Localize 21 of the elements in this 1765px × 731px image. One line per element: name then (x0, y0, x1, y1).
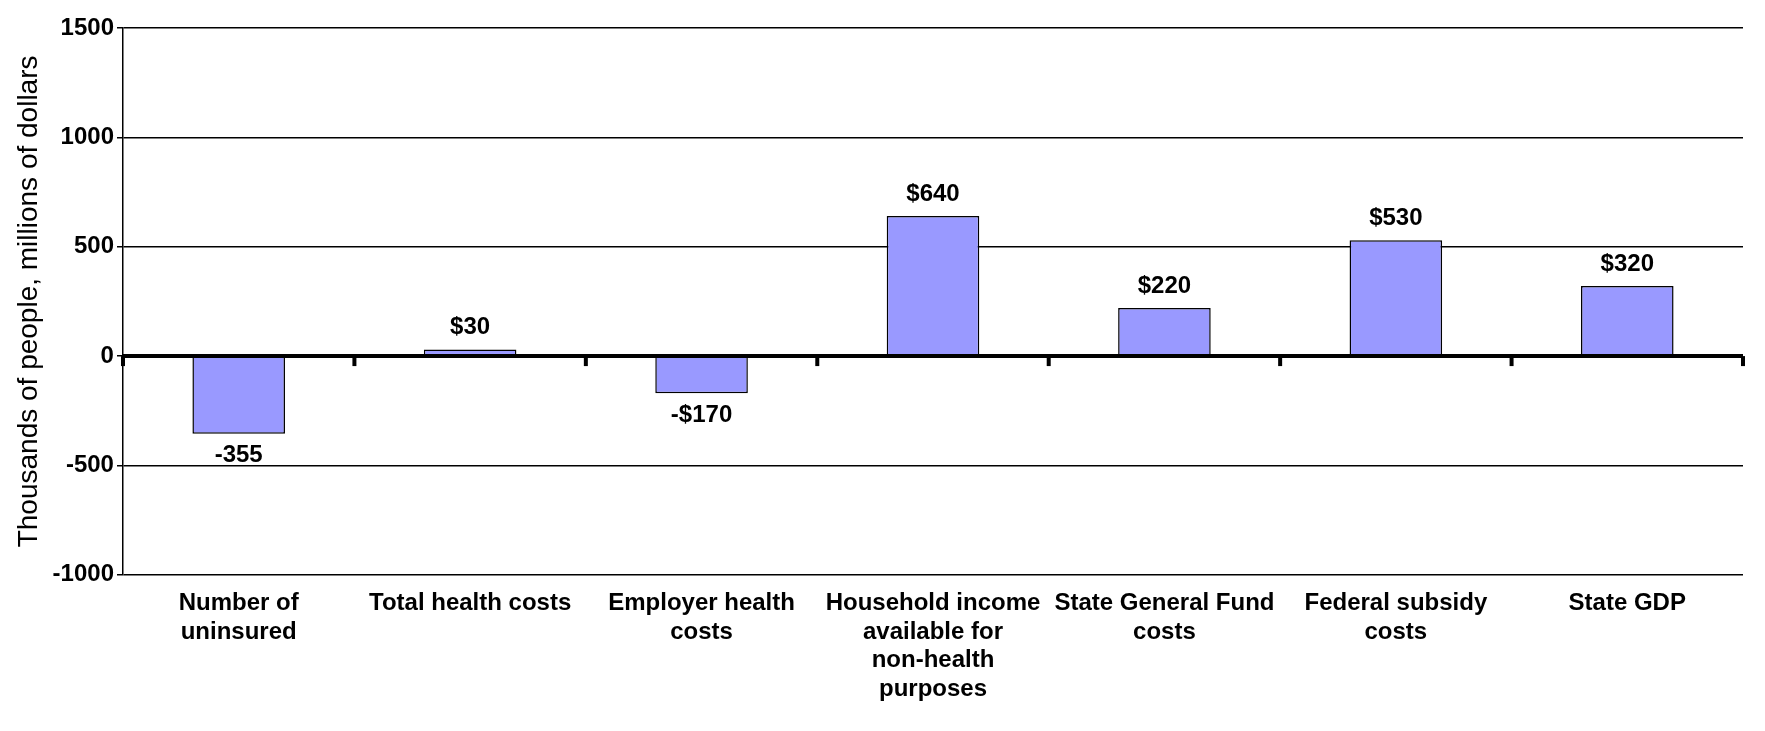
x-tick-label: State General Fund costs (1054, 587, 1275, 644)
x-tick-label: Total health costs (369, 587, 572, 615)
y-tick-label: 0 (100, 340, 114, 368)
y-tick-label: -500 (65, 450, 114, 478)
x-tick-label: Number of uninsured (178, 587, 300, 644)
data-label: $320 (1600, 248, 1654, 276)
x-tick-label: Federal subsidy costs (1304, 587, 1488, 644)
data-label: $220 (1137, 270, 1192, 298)
y-axis-title: Thousands of people, millions of dollars (11, 55, 43, 548)
data-label: $640 (906, 178, 960, 206)
data-label: -$170 (670, 399, 733, 427)
y-tick-label: 1500 (60, 12, 114, 40)
data-label: $30 (450, 312, 491, 340)
x-tick-label: Employer health costs (608, 587, 795, 644)
data-label: -355 (214, 440, 263, 468)
data-label: $530 (1369, 202, 1423, 230)
y-tick-label: 1000 (60, 121, 114, 149)
y-tick-label: 500 (73, 231, 114, 259)
x-tick-label: Household income available for non-health purposes (825, 587, 1041, 702)
y-tick-label: -1000 (52, 559, 114, 587)
x-tick-label: State GDP (1568, 587, 1686, 615)
